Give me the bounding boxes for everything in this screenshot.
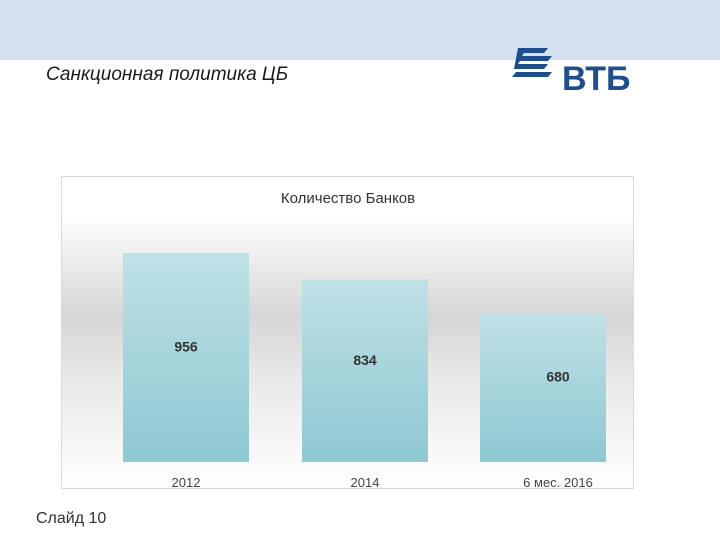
x-tick-label-2: 2014 <box>351 475 380 490</box>
header-band <box>0 0 720 60</box>
x-tick-label-1: 2012 <box>172 475 201 490</box>
data-label-1: 956 <box>174 339 198 355</box>
bar-chart: Количество Банков 956 834 680 2012 2014 6 ме… <box>123 190 606 490</box>
bar-1 <box>123 253 249 462</box>
bar-3 <box>480 313 606 462</box>
slide-number: Слайд 10 <box>36 510 107 527</box>
data-label-2: 834 <box>353 352 377 368</box>
chart-title: Количество Банков <box>281 190 415 207</box>
vtb-logo-icon: ВТБ <box>512 48 630 98</box>
vtb-logo: ВТБ <box>512 44 642 98</box>
x-tick-label-3: 6 мес. 2016 <box>523 475 593 490</box>
chart-area: Количество Банков 956 834 680 2012 2014 6 ме… <box>61 176 634 490</box>
data-label-3: 680 <box>546 369 570 385</box>
bar-2 <box>302 279 428 462</box>
slide-title: Санкционная политика ЦБ <box>46 64 289 85</box>
logo-text: ВТБ <box>562 60 630 96</box>
